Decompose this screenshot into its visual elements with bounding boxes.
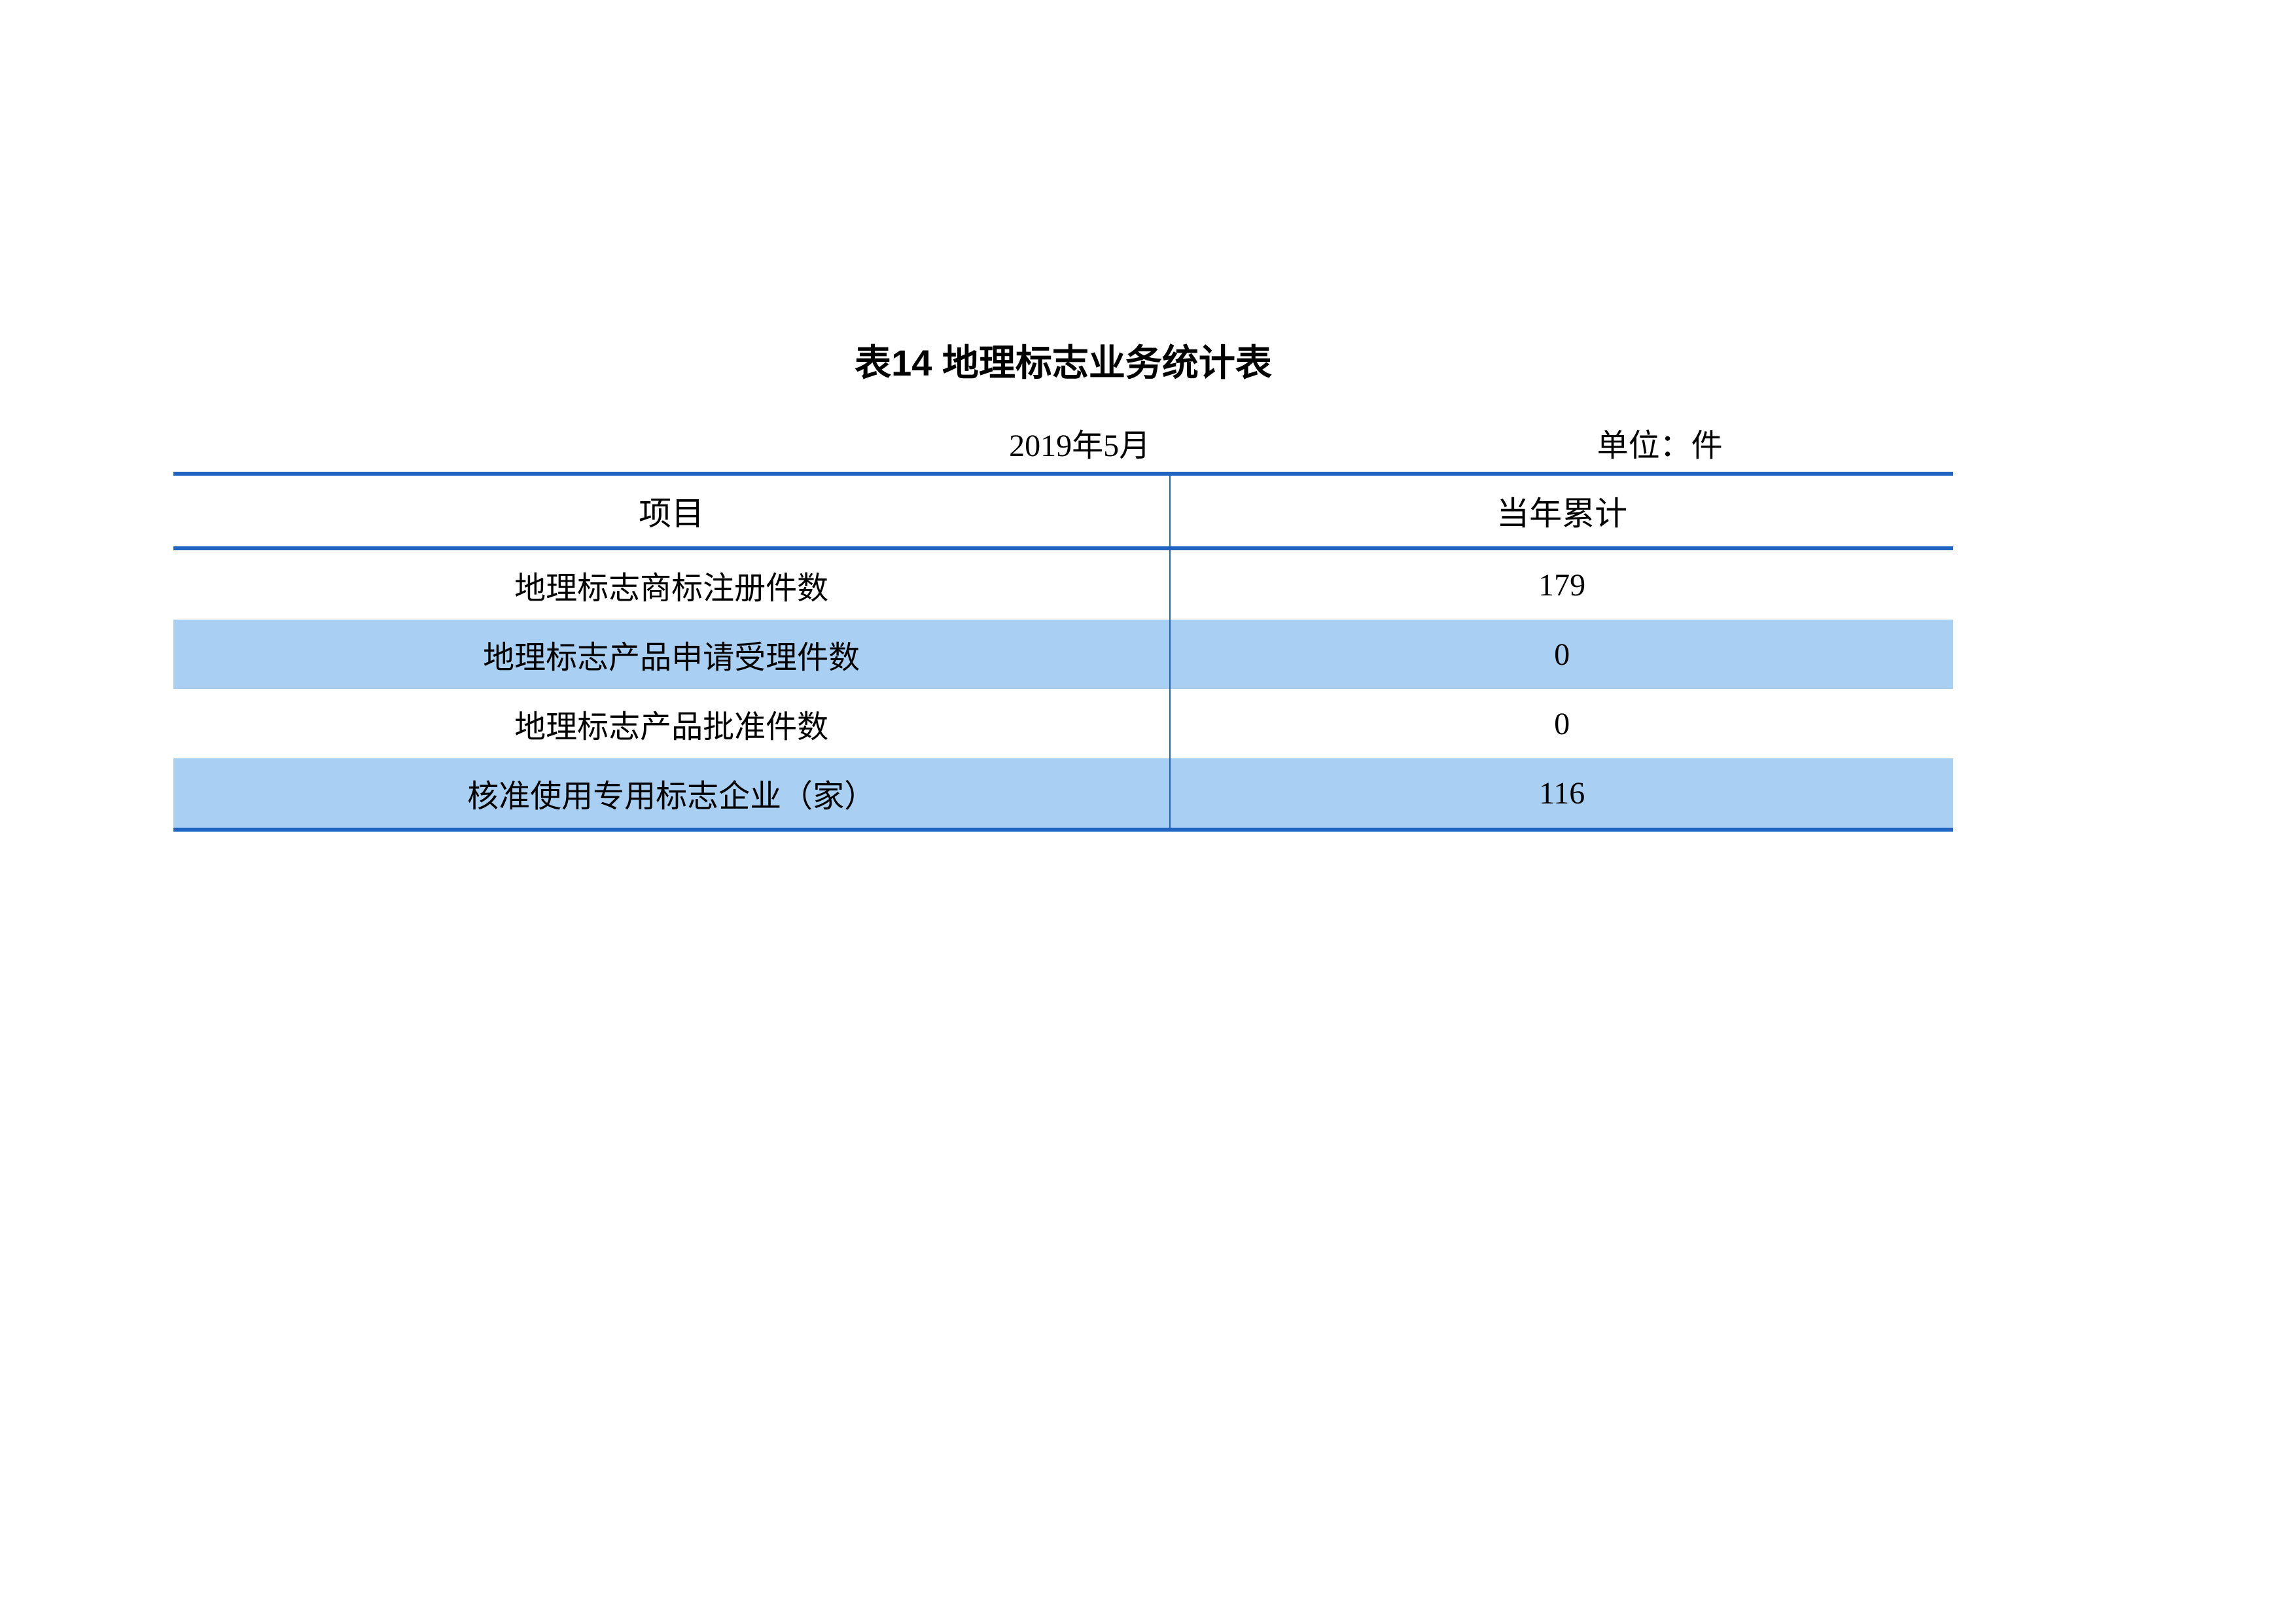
row-label: 地理标志产品批准件数 [173, 689, 1170, 758]
table-subheader: 2019年5月 单位：件 [173, 419, 1953, 465]
table-title: 表14 地理标志业务统计表 [173, 334, 1953, 387]
row-label: 地理标志产品申请受理件数 [173, 620, 1170, 689]
table-header-row: 项目 当年累计 [173, 474, 1953, 548]
row-value: 0 [1170, 620, 1953, 689]
row-value: 0 [1170, 689, 1953, 758]
document-container: 表14 地理标志业务统计表 2019年5月 单位：件 项目 当年累计 地理标志商… [173, 334, 1953, 832]
table-row: 地理标志商标注册件数 179 [173, 548, 1953, 620]
column-header-value: 当年累计 [1170, 474, 1953, 548]
statistics-table: 项目 当年累计 地理标志商标注册件数 179 地理标志产品申请受理件数 0 地理… [173, 472, 1953, 832]
table-row: 地理标志产品批准件数 0 [173, 689, 1953, 758]
table-row: 地理标志产品申请受理件数 0 [173, 620, 1953, 689]
date-label: 2019年5月 [173, 419, 1170, 465]
row-value: 116 [1170, 758, 1953, 830]
unit-label: 单位：件 [1170, 419, 1953, 465]
row-value: 179 [1170, 548, 1953, 620]
row-label: 核准使用专用标志企业（家） [173, 758, 1170, 830]
row-label: 地理标志商标注册件数 [173, 548, 1170, 620]
table-row: 核准使用专用标志企业（家） 116 [173, 758, 1953, 830]
column-header-item: 项目 [173, 474, 1170, 548]
table-body: 地理标志商标注册件数 179 地理标志产品申请受理件数 0 地理标志产品批准件数… [173, 548, 1953, 830]
